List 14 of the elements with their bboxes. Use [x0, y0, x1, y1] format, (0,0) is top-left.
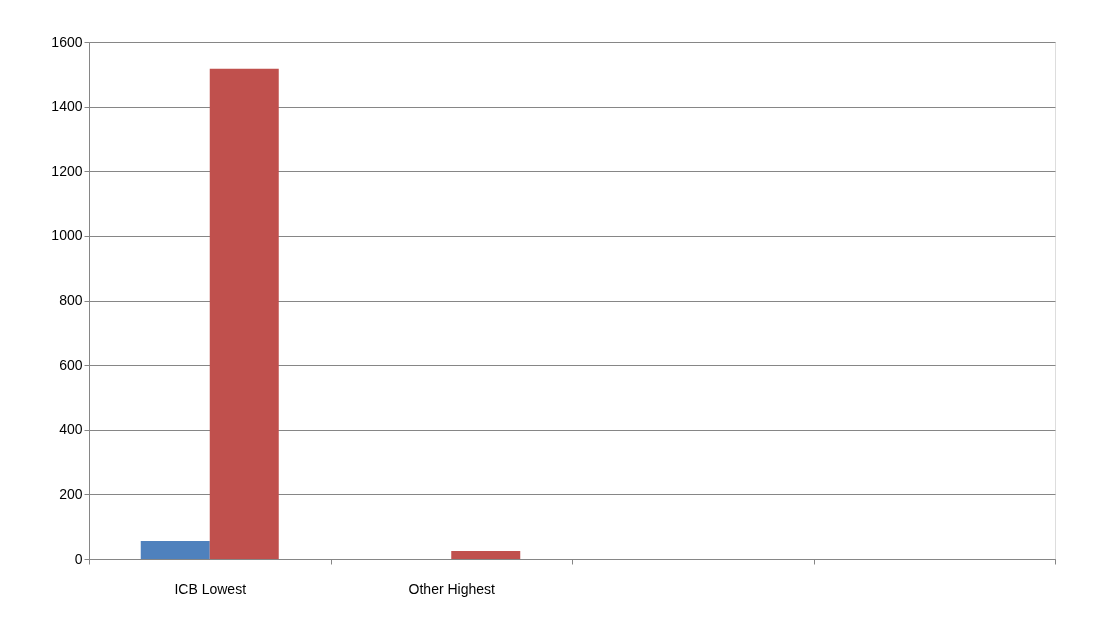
bar: [140, 540, 210, 559]
y-tick-label: 0: [74, 550, 83, 567]
y-tick-label: 1200: [51, 162, 83, 179]
y-tick-label: 200: [59, 485, 83, 502]
y-tick-label: 600: [59, 356, 83, 373]
x-tick-label: Other Highest: [408, 580, 496, 597]
y-tick-label: 800: [59, 292, 83, 308]
y-tick-label: 1600: [51, 33, 83, 50]
y-tick-label: 1000: [51, 227, 83, 244]
x-tick-label: ICB Lowest: [174, 580, 247, 597]
y-tick-label: 400: [59, 421, 83, 438]
bar: [209, 68, 279, 559]
y-tick-label: 1400: [51, 98, 83, 115]
bar: [451, 550, 521, 559]
